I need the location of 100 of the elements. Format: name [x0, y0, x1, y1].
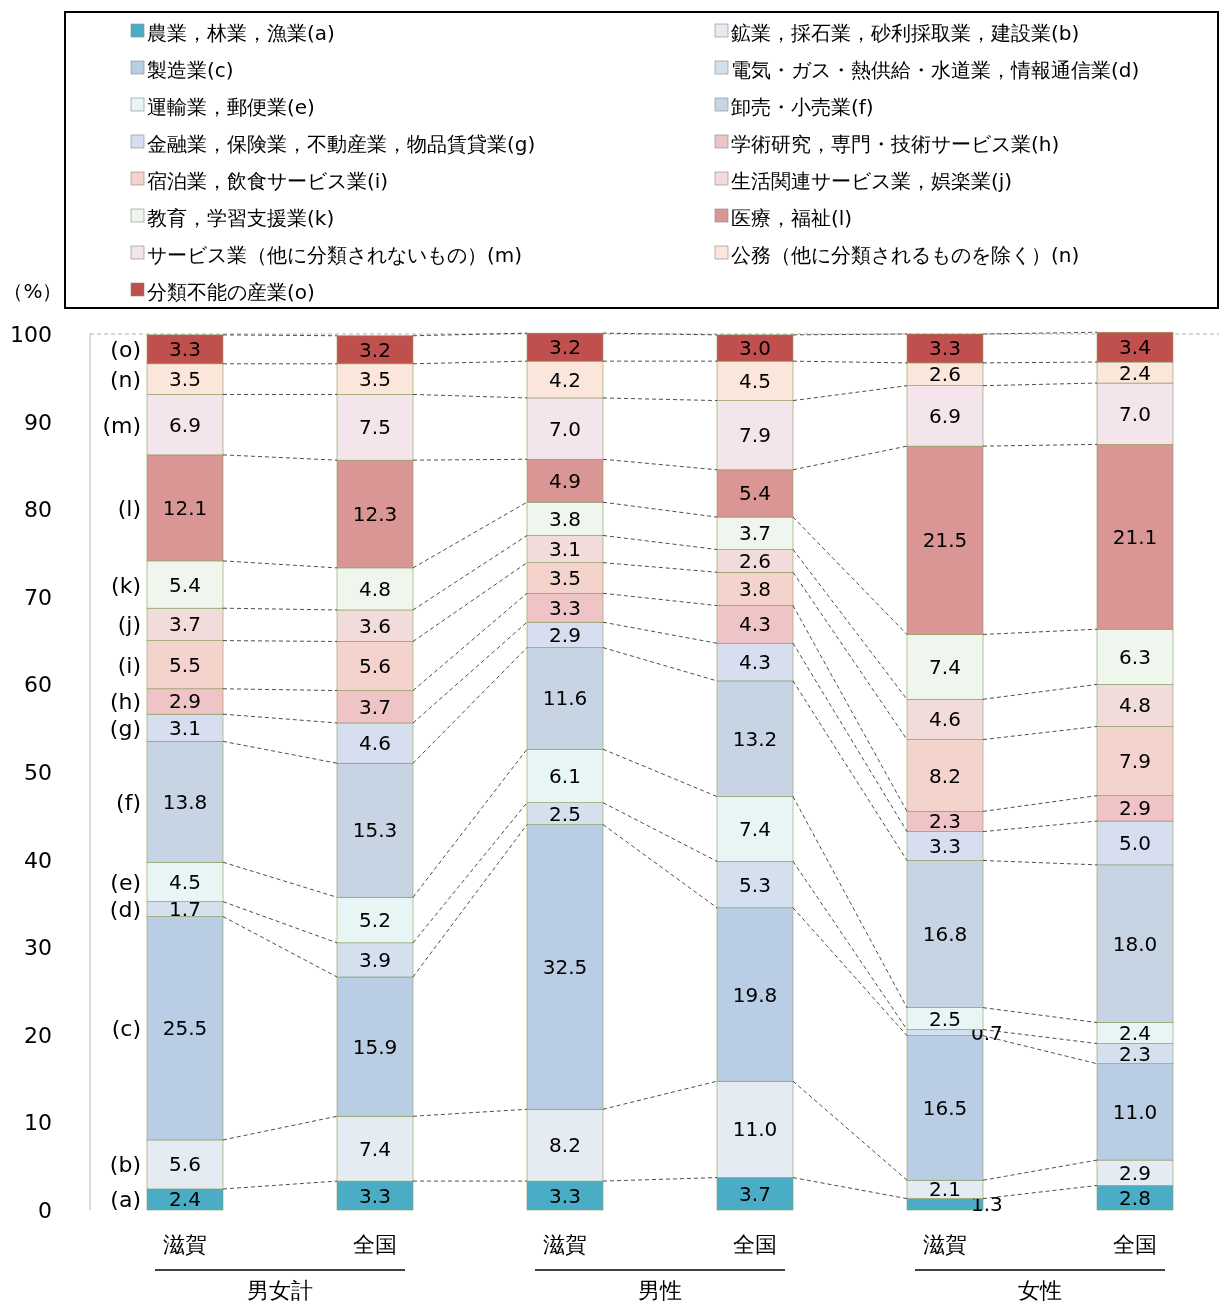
data-label: 5.5 [169, 652, 201, 677]
data-label: 7.0 [549, 416, 581, 441]
annotation: (h) [109, 689, 141, 715]
data-label: 15.9 [352, 1034, 398, 1059]
data-label: 2.3 [929, 809, 961, 834]
legend-label: 製造業(c) [147, 58, 234, 82]
annotation: (e) [110, 869, 141, 895]
data-label: 2.9 [169, 689, 201, 714]
y-tick-label: 90 [24, 409, 52, 435]
data-label: 3.5 [169, 367, 201, 392]
data-label: 3.3 [929, 336, 961, 361]
y-tick-label: 60 [24, 672, 52, 698]
data-label: 16.5 [922, 1095, 968, 1120]
y-tick-label: 20 [24, 1022, 52, 1048]
data-label: 8.2 [929, 763, 961, 788]
data-label: 3.5 [359, 367, 391, 392]
data-label: 25.5 [162, 1016, 208, 1041]
data-label: 4.6 [929, 707, 961, 732]
data-label: 2.9 [549, 622, 581, 647]
x-tick-label: 全国 [1113, 1232, 1157, 1257]
data-label: 7.0 [1119, 401, 1151, 426]
y-tick-label: 30 [24, 935, 52, 961]
data-label: 32.5 [542, 954, 588, 979]
y-axis-title: （%） [3, 279, 63, 303]
data-label: 2.8 [1119, 1185, 1151, 1210]
data-label: 3.9 [359, 947, 391, 972]
data-label: 7.9 [1119, 749, 1151, 774]
data-label: 2.1 [929, 1177, 961, 1202]
annotation: (a) [110, 1187, 141, 1213]
data-label: 7.4 [359, 1136, 391, 1161]
data-label: 3.7 [169, 612, 201, 637]
data-label: 4.3 [739, 612, 771, 637]
data-label: 7.4 [739, 816, 771, 841]
data-label: 3.1 [549, 537, 581, 562]
annotation: (d) [109, 897, 141, 923]
data-label: 2.9 [1119, 1160, 1151, 1185]
data-label: 5.4 [739, 481, 771, 506]
y-tick-label: 10 [24, 1110, 52, 1136]
data-label: 2.4 [169, 1187, 201, 1212]
data-label: 15.3 [352, 818, 398, 843]
x-tick-label: 全国 [733, 1232, 777, 1257]
annotation: (f) [116, 789, 141, 815]
annotation: (m) [102, 412, 141, 438]
text: 男性 [638, 1278, 682, 1303]
data-label: 5.6 [359, 654, 391, 678]
data-label: 12.1 [162, 495, 208, 520]
data-label: 3.8 [549, 506, 581, 531]
data-label: 3.3 [169, 337, 201, 362]
data-label: 4.8 [359, 576, 391, 601]
data-label: 6.9 [169, 412, 201, 437]
data-label: 3.3 [549, 595, 581, 620]
data-label: 2.9 [1119, 796, 1151, 821]
data-label: 3.4 [1119, 335, 1151, 360]
data-label: 2.5 [549, 801, 581, 826]
data-label: 18.0 [1112, 931, 1158, 956]
data-label: 3.7 [739, 1181, 771, 1206]
data-label: 3.2 [359, 337, 391, 362]
y-tick-label: 50 [24, 760, 52, 785]
data-label: 3.7 [359, 694, 391, 719]
data-label: 4.2 [549, 367, 581, 392]
x-tick-label: 滋賀 [163, 1232, 207, 1257]
data-label: 6.1 [549, 763, 581, 788]
data-label: 4.8 [1119, 693, 1151, 718]
data-label: 7.5 [359, 415, 391, 440]
data-label: 11.0 [732, 1117, 778, 1142]
y-tick-label: 80 [24, 497, 52, 523]
data-label: 12.3 [352, 502, 398, 527]
annotation: (n) [109, 367, 141, 393]
data-label: 16.8 [922, 922, 968, 947]
x-tick-label: 滋賀 [923, 1232, 967, 1257]
data-label: 3.7 [739, 521, 771, 546]
data-label: 3.0 [739, 336, 771, 361]
data-label: 8.2 [549, 1133, 581, 1158]
data-label: 2.5 [929, 1006, 961, 1031]
y-tick-label: 70 [24, 584, 52, 610]
y-tick-label: 40 [24, 847, 52, 873]
data-label: 3.2 [549, 335, 581, 360]
data-label: 3.1 [169, 715, 201, 740]
data-label: 4.5 [739, 368, 771, 393]
text: 男女計 [247, 1278, 313, 1303]
data-label: 5.3 [739, 872, 771, 897]
data-label: 3.8 [739, 576, 771, 601]
data-label: 21.5 [922, 528, 968, 553]
data-label: 19.8 [732, 982, 778, 1007]
annotation: (g) [109, 715, 141, 741]
annotation: (k) [111, 572, 141, 598]
data-label: 2.6 [739, 548, 771, 573]
data-label: 4.3 [739, 650, 771, 675]
data-label: 3.3 [549, 1183, 581, 1208]
data-label: 13.2 [732, 726, 778, 751]
data-label: 11.0 [1112, 1099, 1158, 1124]
data-label: 2.4 [1119, 360, 1151, 385]
annotation: (j) [117, 612, 141, 638]
annotation: (i) [117, 652, 141, 678]
x-tick-label: 滋賀 [543, 1232, 587, 1257]
data-label: 7.9 [739, 423, 771, 448]
data-label: 13.8 [162, 789, 208, 814]
data-label: 2.6 [929, 362, 961, 387]
data-label: 5.4 [169, 572, 201, 597]
data-label: 4.9 [549, 468, 581, 493]
